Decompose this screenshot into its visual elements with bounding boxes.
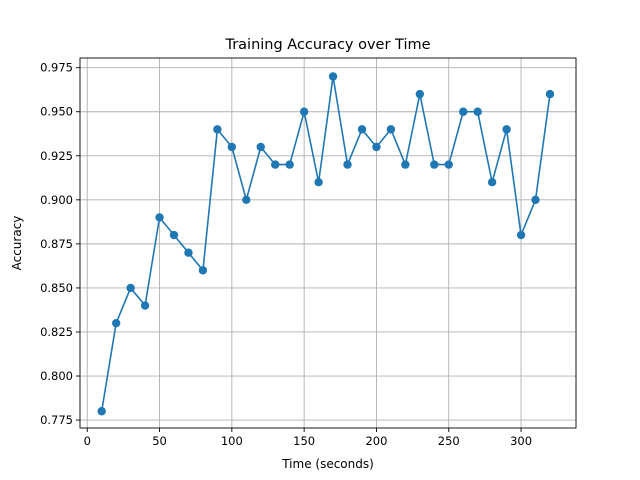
data-point	[357, 125, 367, 134]
data-point	[386, 125, 396, 134]
data-point	[242, 195, 251, 205]
data-point	[487, 178, 497, 187]
y-tick-label: 0.800	[40, 369, 73, 383]
data-point	[328, 72, 338, 81]
data-point	[213, 125, 222, 134]
series-layer	[97, 72, 555, 416]
data-point	[285, 160, 294, 169]
data-point	[314, 178, 323, 187]
data-point	[444, 160, 453, 169]
y-tick-label: 0.900	[40, 193, 73, 207]
grid-layer	[80, 58, 576, 428]
data-point	[227, 142, 237, 152]
data-point	[198, 266, 208, 275]
data-point	[184, 248, 193, 257]
data-point	[372, 142, 381, 152]
data-point	[459, 107, 468, 116]
y-tick-label: 0.825	[40, 325, 73, 339]
x-tick-label: 0	[84, 434, 91, 448]
data-point	[430, 160, 439, 169]
x-tick-label: 100	[221, 434, 243, 448]
x-axis-label: Time (seconds)	[281, 457, 374, 471]
data-point	[111, 318, 121, 328]
data-point	[502, 125, 511, 134]
x-tick-label: 50	[152, 434, 167, 448]
x-tick-label: 250	[438, 434, 460, 448]
data-point	[271, 160, 280, 169]
y-tick-label: 0.975	[40, 61, 73, 75]
chart-title: Training Accuracy over Time	[224, 37, 430, 53]
data-point	[473, 107, 482, 116]
data-point	[516, 230, 526, 240]
x-tick-label: 300	[510, 434, 532, 448]
y-tick-label: 0.875	[40, 237, 73, 251]
data-point	[169, 230, 179, 240]
data-point	[545, 89, 555, 99]
ticks-layer: 0 50 100 150 200 250 300 0.775 0.800 0.825 0.850 0.…	[40, 61, 532, 448]
data-point	[155, 213, 164, 222]
y-tick-label: 0.925	[40, 149, 73, 163]
plot-frame	[79, 57, 577, 429]
y-tick-label: 0.775	[40, 413, 73, 427]
data-point	[97, 407, 106, 416]
x-tick-label: 150	[293, 434, 315, 448]
data-point	[140, 301, 150, 310]
data-point	[343, 160, 352, 169]
data-point	[299, 107, 309, 116]
data-point	[126, 283, 135, 293]
data-point	[401, 160, 410, 169]
y-tick-label: 0.950	[40, 105, 73, 119]
data-point	[415, 89, 425, 99]
y-axis-label: Accuracy	[10, 216, 24, 271]
data-point	[256, 142, 265, 152]
data-point	[531, 195, 540, 205]
x-tick-label: 200	[365, 434, 387, 448]
y-tick-label: 0.850	[40, 281, 73, 295]
